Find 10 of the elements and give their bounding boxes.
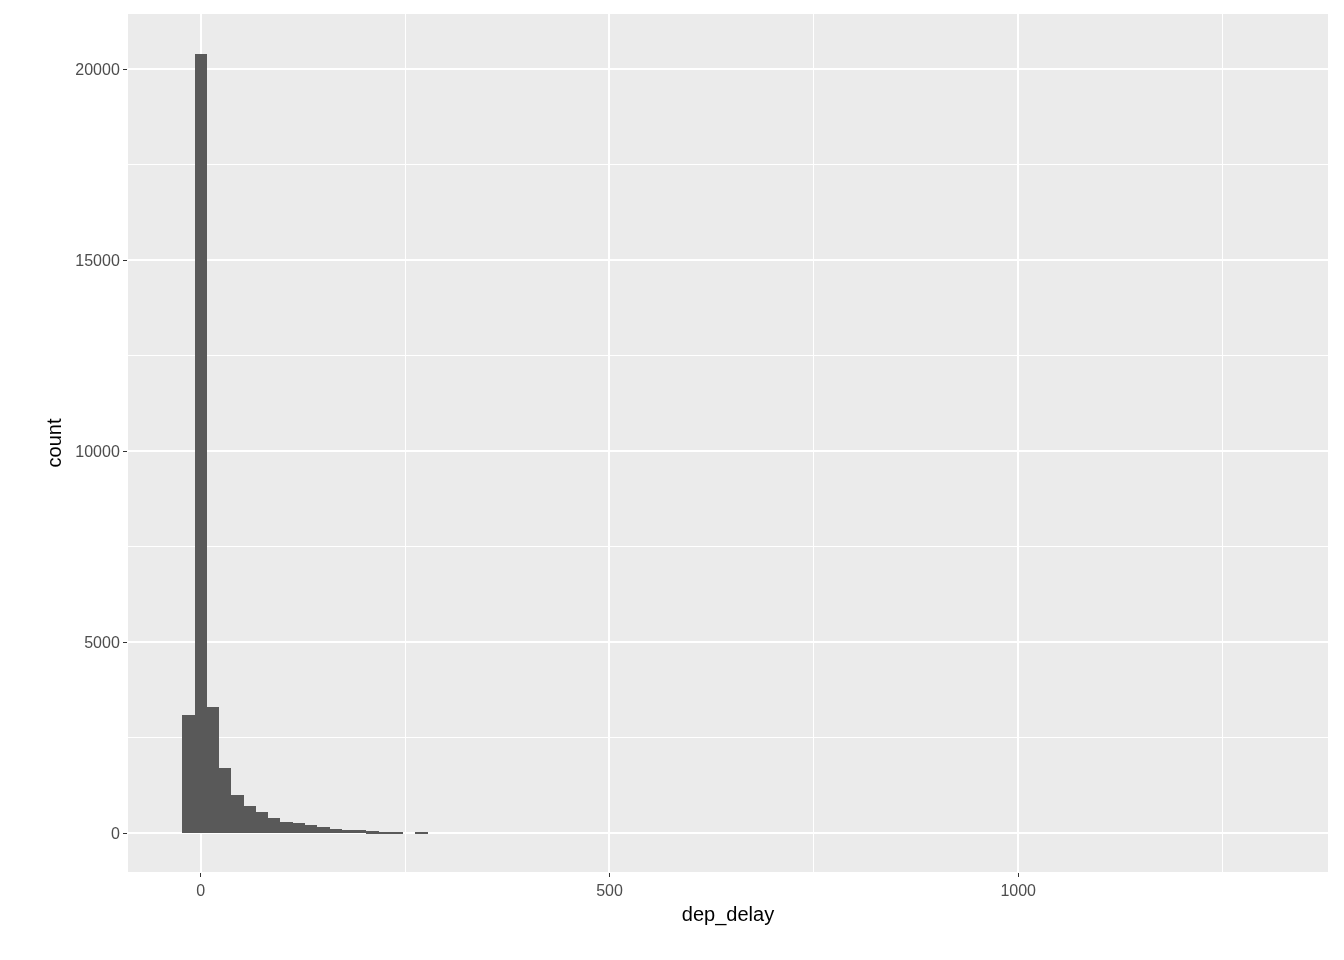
y-tick-label: 0 <box>110 824 120 842</box>
y-tick-label: 15000 <box>75 251 120 269</box>
x-tick-label: 0 <box>196 882 206 900</box>
y-axis-title: count <box>42 418 65 468</box>
x-tick-label: 1000 <box>1000 882 1037 900</box>
y-tick-label: 10000 <box>75 442 120 460</box>
y-tick-label: 20000 <box>75 60 120 78</box>
y-tick-label: 5000 <box>84 633 120 651</box>
x-axis-title: dep_delay <box>681 902 775 926</box>
x-tick-label: 500 <box>596 882 623 900</box>
